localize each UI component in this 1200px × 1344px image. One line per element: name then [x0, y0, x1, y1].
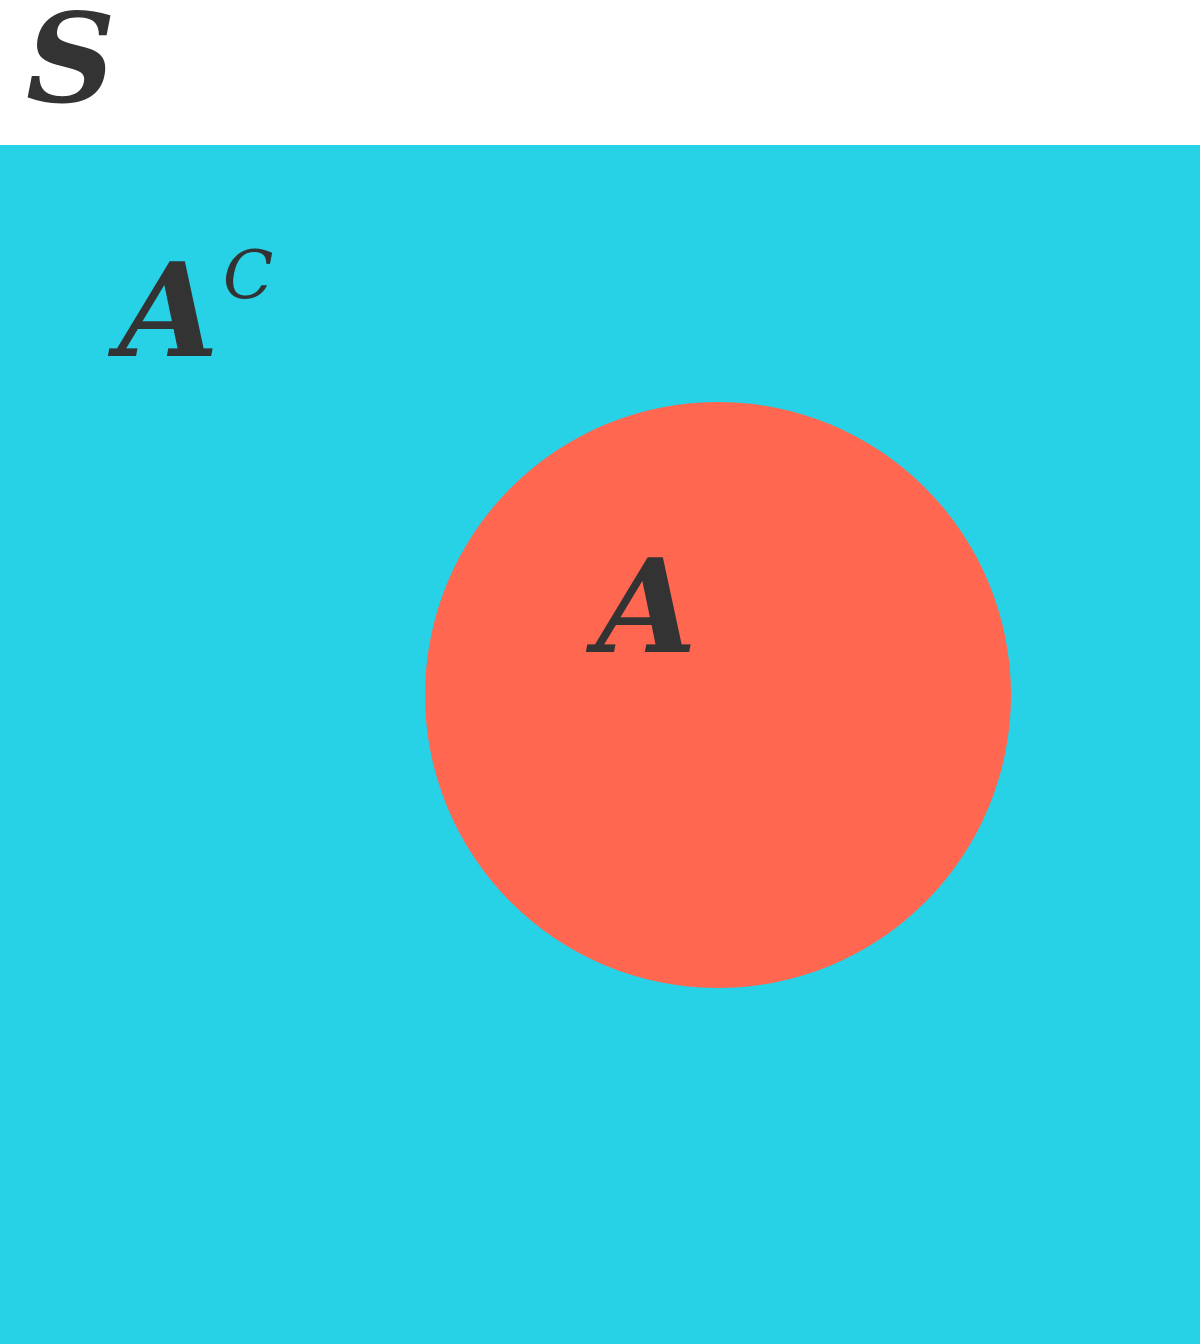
universe-label: S	[26, 0, 116, 132]
complement-label-superscript: C	[222, 237, 274, 314]
set-a-circle	[425, 402, 1011, 988]
complement-label-base: A	[118, 234, 219, 387]
set-a-label: A	[596, 530, 697, 683]
complement-label: AC	[118, 243, 273, 376]
